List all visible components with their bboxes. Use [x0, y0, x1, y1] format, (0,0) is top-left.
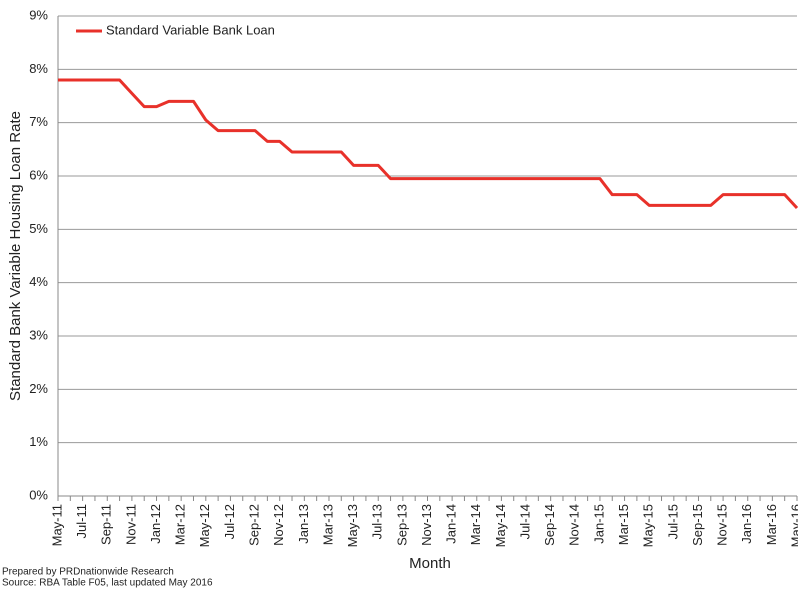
y-tick-label: 2%	[29, 381, 48, 396]
x-tick-label: Jan-13	[296, 504, 311, 544]
x-tick-label: Jan-16	[739, 504, 754, 544]
footnote: Source: RBA Table F05, last updated May …	[2, 578, 213, 589]
x-tick-label: Jul-11	[74, 504, 89, 538]
footnote: Prepared by PRDnationwide Research	[2, 567, 174, 578]
x-tick-label: Mar-16	[764, 504, 779, 545]
x-tick-label: Sep-11	[99, 504, 114, 545]
x-tick-label: Sep-13	[394, 504, 409, 546]
x-tick-label: Nov-14	[567, 504, 582, 546]
x-tick-label: May-15	[641, 504, 656, 547]
x-tick-label: Mar-14	[468, 504, 483, 545]
y-tick-label: 1%	[29, 434, 48, 449]
x-tick-label: Jul-13	[370, 504, 385, 539]
line	[58, 78, 798, 210]
x-tick-label: Nov-11	[123, 504, 138, 545]
x-tick-label: May-11	[49, 504, 64, 546]
x-tick-label: May-16	[788, 504, 798, 547]
x-tick-label: Sep-12	[247, 504, 262, 546]
y-tick-label: 9%	[29, 7, 48, 22]
y-tick-label: 0%	[29, 487, 48, 502]
y-tick-label: 3%	[29, 327, 48, 342]
x-tick-label: May-14	[493, 504, 508, 547]
x-tick-label: Nov-13	[419, 504, 434, 546]
x-tick-label: Jul-14	[517, 504, 532, 539]
x-axis-label: Month	[409, 555, 451, 572]
legend-label: Standard Variable Bank Loan	[106, 22, 275, 37]
y-tick-label: 8%	[29, 61, 48, 76]
y-tick-label: 4%	[29, 274, 48, 289]
y-tick-label: 6%	[29, 167, 48, 182]
x-tick-label: May-13	[345, 504, 360, 547]
x-tick-label: Jul-15	[665, 504, 680, 539]
x-tick-label: Jan-12	[148, 504, 163, 544]
x-tick-label: Jul-12	[222, 504, 237, 539]
x-tick-label: Nov-12	[271, 504, 286, 546]
x-tick-label: Jan-15	[591, 504, 606, 544]
y-tick-label: 5%	[29, 221, 48, 236]
x-tick-label: Jan-14	[444, 504, 459, 544]
x-tick-label: Nov-15	[715, 504, 730, 546]
x-tick-label: Mar-12	[173, 504, 188, 545]
x-tick-label: Mar-15	[616, 504, 631, 545]
y-axis-label: Standard Bank Variable Housing Loan Rate	[7, 111, 24, 401]
x-tick-label: Mar-13	[320, 504, 335, 545]
x-tick-label: Sep-15	[690, 504, 705, 546]
x-tick-label: May-12	[197, 504, 212, 547]
x-tick-label: Sep-14	[542, 504, 557, 546]
y-tick-label: 7%	[29, 114, 48, 129]
